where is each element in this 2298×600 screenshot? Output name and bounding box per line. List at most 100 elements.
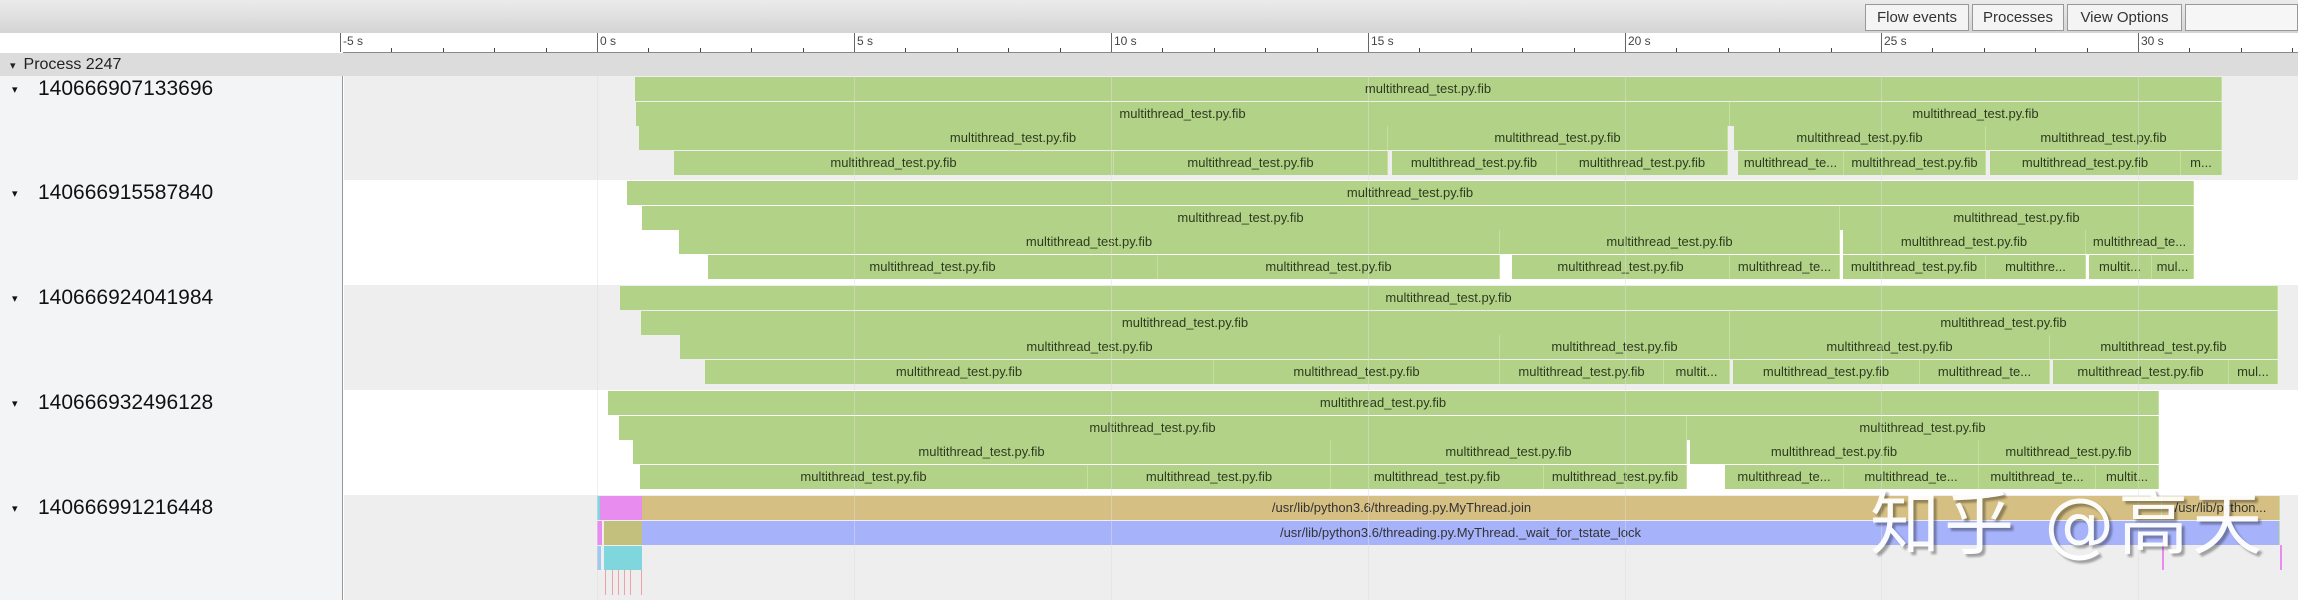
view-options-button[interactable]: View Options <box>2067 4 2182 31</box>
trace-slice[interactable]: multithread_test.py.fib <box>640 465 1088 490</box>
trace-slice[interactable]: multithread_test.py.fib <box>705 360 1214 385</box>
trace-slice[interactable]: multithread_test.py.fib <box>627 181 2194 205</box>
trace-slice[interactable]: multithread_te... <box>1844 465 1979 490</box>
trace-slice[interactable]: multithread_test.py.fib <box>636 101 1730 126</box>
trace-slice[interactable]: multithread_test.py.fib <box>620 286 2278 310</box>
trace-slice-thin[interactable] <box>630 570 631 595</box>
trace-slice[interactable]: multithread_test.py.fib <box>1544 465 1687 490</box>
trace-slice[interactable]: multit... <box>1664 360 1730 385</box>
trace-slice[interactable]: multithread_test.py.fib <box>680 335 1500 360</box>
trace-slice[interactable]: multithread_test.py.fib <box>1500 360 1664 385</box>
ruler-minor-tick <box>751 48 753 52</box>
trace-slice[interactable]: multithread_test.py.fib <box>1114 151 1388 176</box>
trace-slice-thin[interactable] <box>618 570 619 595</box>
trace-slice[interactable]: multithread_test.py.fib <box>679 230 1500 255</box>
trace-slice[interactable]: multithread_test.py.fib <box>708 255 1158 280</box>
trace-slice[interactable]: multithread_test.py.fib <box>1840 205 2194 230</box>
process-header[interactable]: ▾ Process 2247 <box>0 53 2298 76</box>
trace-slice[interactable]: multithread_test.py.fib <box>1331 440 1687 465</box>
search-input[interactable] <box>2185 4 2298 31</box>
trace-slice[interactable]: multithread_test.py.fib <box>633 440 1331 465</box>
trace-slice[interactable]: multithread_test.py.fib <box>1512 255 1730 280</box>
collapse-arrow-icon[interactable]: ▾ <box>12 187 18 200</box>
trace-slice[interactable]: multithread_test.py.fib <box>1557 151 1728 176</box>
collapse-arrow-icon[interactable]: ▾ <box>12 502 18 515</box>
thread-label[interactable]: ▾ 140666991216448 <box>12 496 213 520</box>
trace-slice[interactable]: multithread_te... <box>2086 230 2194 255</box>
trace-slice[interactable]: multithread_te... <box>1920 360 2050 385</box>
processes-button[interactable]: Processes <box>1972 4 2064 31</box>
collapse-arrow-icon[interactable]: ▾ <box>12 397 18 410</box>
trace-slice[interactable]: /usr/lib/python... <box>2162 496 2280 520</box>
trace-slice-small[interactable] <box>604 521 642 545</box>
trace-slice[interactable]: multithread_test.py.fib <box>1734 126 1986 151</box>
thread-track[interactable]: multithread_test.py.fib multithread_test.… <box>344 76 2298 180</box>
trace-slice[interactable]: multithread_test.py.fib <box>1844 151 1986 176</box>
trace-slice-small[interactable] <box>597 496 642 520</box>
trace-slice[interactable]: multithread_test.py.fib <box>1214 360 1500 385</box>
trace-slice[interactable]: multithread_test.py.fib <box>2053 360 2229 385</box>
trace-slice-thin[interactable] <box>2162 545 2164 570</box>
trace-slice-small[interactable] <box>604 546 642 570</box>
thread-track[interactable]: multithread_test.py.fib multithread_test.… <box>344 390 2298 495</box>
thread-track[interactable]: multithread_test.py.fib multithread_test.… <box>344 180 2298 285</box>
trace-slice[interactable]: multithread_test.py.fib <box>1388 126 1728 151</box>
trace-slice[interactable]: /usr/lib/python3.6/threading.py.MyThread… <box>642 520 2280 545</box>
trace-slice[interactable]: multithread_test.py.fib <box>1979 440 2159 465</box>
trace-slice[interactable]: multit... <box>2096 465 2159 490</box>
trace-slice[interactable]: multithread_te... <box>1730 255 1840 280</box>
trace-slice-thin[interactable] <box>641 570 642 595</box>
trace-slice[interactable]: multithread_test.py.fib <box>1843 230 2086 255</box>
trace-slice[interactable]: multithread_test.py.fib <box>1990 151 2181 176</box>
thread-label[interactable]: ▾ 140666932496128 <box>12 391 213 415</box>
collapse-arrow-icon[interactable]: ▾ <box>10 60 16 72</box>
trace-slice[interactable]: /usr/lib/python3.6/threading.py.MyThread… <box>642 496 2162 520</box>
trace-slice[interactable]: multithread_test.py.fib <box>641 310 1730 335</box>
trace-slice[interactable]: multithread_test.py.fib <box>1843 255 1986 280</box>
trace-slice-thin[interactable] <box>2280 545 2282 570</box>
trace-slice[interactable]: multithread_test.py.fib <box>674 151 1114 176</box>
trace-slice[interactable]: multithread_test.py.fib <box>1687 415 2159 440</box>
thread-label[interactable]: ▾ 140666915587840 <box>12 181 213 205</box>
time-ruler[interactable]: -5 s 0 s 5 s 10 s 15 s 20 s 25 s 30 s <box>340 33 2298 53</box>
thread-track[interactable]: /usr/lib/python3.6/threading.py.MyThread… <box>344 495 2298 600</box>
trace-slice[interactable]: multithread_test.py.fib <box>1392 151 1557 176</box>
trace-slice[interactable]: multithread_test.py.fib <box>608 391 2159 415</box>
trace-slice-thin[interactable] <box>624 570 625 595</box>
trace-slice[interactable]: multit... <box>2089 255 2152 280</box>
trace-slice[interactable]: multithread_test.py.fib <box>1088 465 1331 490</box>
trace-slice[interactable]: m... <box>2181 151 2222 176</box>
trace-slice-small[interactable] <box>597 521 602 545</box>
trace-slice[interactable]: multithread_test.py.fib <box>635 77 2222 101</box>
thread-track[interactable]: multithread_test.py.fib multithread_test.… <box>344 285 2298 390</box>
trace-slice[interactable]: multithread_test.py.fib <box>1730 101 2222 126</box>
trace-slice[interactable]: multithread_test.py.fib <box>1730 335 2050 360</box>
trace-slice[interactable]: multithread_test.py.fib <box>619 415 1687 440</box>
trace-slice-small[interactable] <box>597 496 600 520</box>
collapse-arrow-icon[interactable]: ▾ <box>12 292 18 305</box>
trace-slice[interactable]: multithread_te... <box>1738 151 1844 176</box>
trace-slice[interactable]: multithread_test.py.fib <box>1690 440 1979 465</box>
trace-slice[interactable]: mul... <box>2152 255 2194 280</box>
trace-slice[interactable]: multithread_test.py.fib <box>1500 230 1840 255</box>
trace-slice[interactable]: multithread_test.py.fib <box>1158 255 1500 280</box>
flow-events-button[interactable]: Flow events <box>1865 4 1969 31</box>
trace-slice-small[interactable] <box>597 546 601 570</box>
thread-label[interactable]: ▾ 140666907133696 <box>12 77 213 101</box>
trace-slice[interactable]: multithread_test.py.fib <box>1986 126 2222 151</box>
trace-slice[interactable]: mul... <box>2229 360 2278 385</box>
trace-slice-thin[interactable] <box>612 570 613 595</box>
trace-slice[interactable]: multithread_test.py.fib <box>642 205 1840 230</box>
collapse-arrow-icon[interactable]: ▾ <box>12 83 18 96</box>
trace-slice[interactable]: multithread_test.py.fib <box>1500 335 1730 360</box>
trace-slice[interactable]: multithread_test.py.fib <box>1730 310 2278 335</box>
trace-slice[interactable]: multithread_te... <box>1725 465 1844 490</box>
trace-slice-thin[interactable] <box>605 570 606 595</box>
trace-slice[interactable]: multithre... <box>1986 255 2086 280</box>
trace-slice[interactable]: multithread_test.py.fib <box>2050 335 2278 360</box>
trace-slice[interactable]: multithread_test.py.fib <box>639 126 1388 151</box>
trace-slice[interactable]: multithread_test.py.fib <box>1331 465 1544 490</box>
thread-label[interactable]: ▾ 140666924041984 <box>12 286 213 310</box>
trace-slice[interactable]: multithread_te... <box>1979 465 2096 490</box>
trace-slice[interactable]: multithread_test.py.fib <box>1733 360 1920 385</box>
